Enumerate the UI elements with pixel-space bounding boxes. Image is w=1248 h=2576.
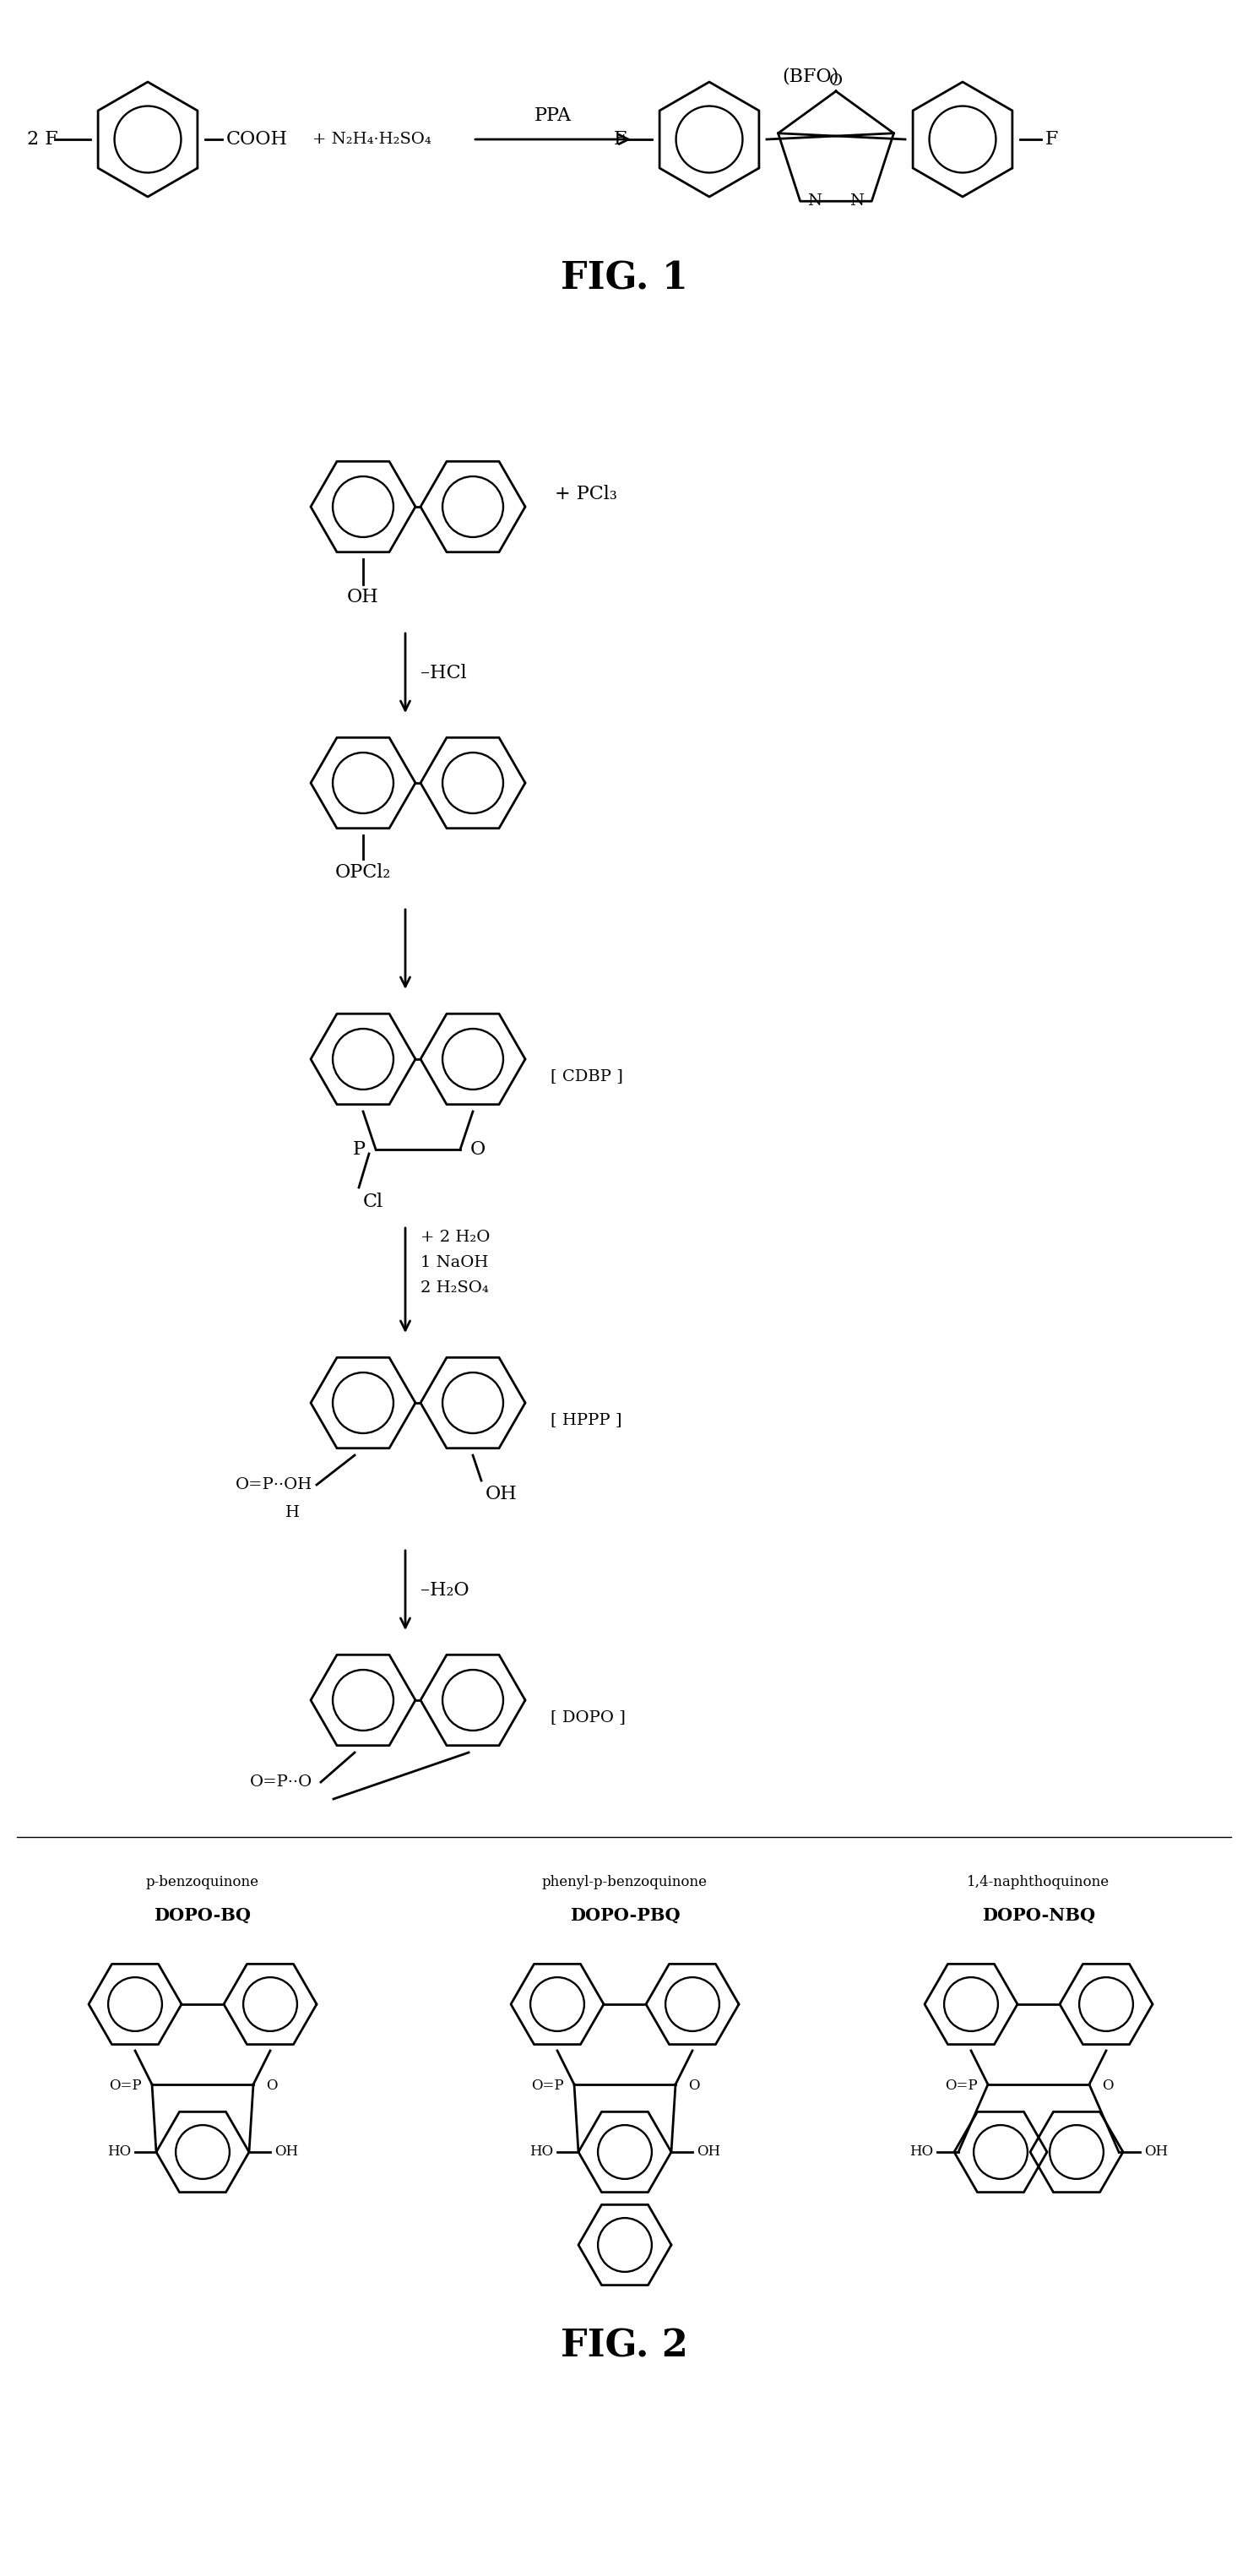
Text: O=P··OH: O=P··OH bbox=[236, 1476, 312, 1492]
Text: OH: OH bbox=[347, 587, 379, 605]
Text: Cl: Cl bbox=[363, 1193, 383, 1211]
Text: O: O bbox=[829, 75, 842, 88]
Text: OH: OH bbox=[275, 2146, 298, 2159]
Text: O=P: O=P bbox=[532, 2079, 564, 2094]
Text: –HCl: –HCl bbox=[421, 665, 467, 683]
Text: H: H bbox=[286, 1504, 300, 1520]
Text: O: O bbox=[470, 1141, 485, 1159]
Text: (BFO): (BFO) bbox=[782, 67, 839, 85]
Text: DOPO-NBQ: DOPO-NBQ bbox=[982, 1906, 1096, 1924]
Text: + PCl₃: + PCl₃ bbox=[555, 484, 618, 502]
Text: HO: HO bbox=[107, 2146, 131, 2159]
Text: O: O bbox=[1102, 2079, 1113, 2094]
Text: 2 H₂SO₄: 2 H₂SO₄ bbox=[421, 1280, 489, 1296]
Text: p-benzoquinone: p-benzoquinone bbox=[146, 1875, 260, 1888]
Text: O: O bbox=[266, 2079, 277, 2094]
Text: [ DOPO ]: [ DOPO ] bbox=[550, 1710, 625, 1726]
Text: HO: HO bbox=[529, 2146, 553, 2159]
Text: O: O bbox=[688, 2079, 700, 2094]
Text: N: N bbox=[850, 193, 864, 209]
Text: DOPO-PBQ: DOPO-PBQ bbox=[569, 1906, 680, 1924]
Text: FIG. 2: FIG. 2 bbox=[560, 2329, 688, 2365]
Text: [ CDBP ]: [ CDBP ] bbox=[550, 1069, 623, 1084]
Text: OH: OH bbox=[485, 1484, 518, 1504]
Text: 1 NaOH: 1 NaOH bbox=[421, 1255, 488, 1270]
Text: DOPO-BQ: DOPO-BQ bbox=[154, 1906, 251, 1924]
Text: HO: HO bbox=[910, 2146, 934, 2159]
Text: PPA: PPA bbox=[534, 106, 572, 126]
Text: + N₂H₄·H₂SO₄: + N₂H₄·H₂SO₄ bbox=[312, 131, 432, 147]
Text: 1,4-naphthoquinone: 1,4-naphthoquinone bbox=[967, 1875, 1109, 1888]
Text: OPCl₂: OPCl₂ bbox=[336, 863, 391, 881]
Text: FIG. 1: FIG. 1 bbox=[560, 260, 688, 296]
Text: phenyl-p-benzoquinone: phenyl-p-benzoquinone bbox=[542, 1875, 708, 1888]
Text: OH: OH bbox=[696, 2146, 720, 2159]
Text: N: N bbox=[807, 193, 822, 209]
Text: O=P: O=P bbox=[110, 2079, 142, 2094]
Text: O=P··O: O=P··O bbox=[250, 1775, 312, 1790]
Text: [ HPPP ]: [ HPPP ] bbox=[550, 1412, 622, 1427]
Text: OH: OH bbox=[1144, 2146, 1168, 2159]
Text: 2 F: 2 F bbox=[27, 129, 57, 149]
Text: O=P: O=P bbox=[945, 2079, 977, 2094]
Text: COOH: COOH bbox=[226, 129, 288, 149]
Text: F: F bbox=[614, 129, 626, 149]
Text: + 2 H₂O: + 2 H₂O bbox=[421, 1229, 490, 1244]
Text: P: P bbox=[353, 1141, 366, 1159]
Text: F: F bbox=[1046, 129, 1058, 149]
Text: –H₂O: –H₂O bbox=[421, 1582, 469, 1600]
